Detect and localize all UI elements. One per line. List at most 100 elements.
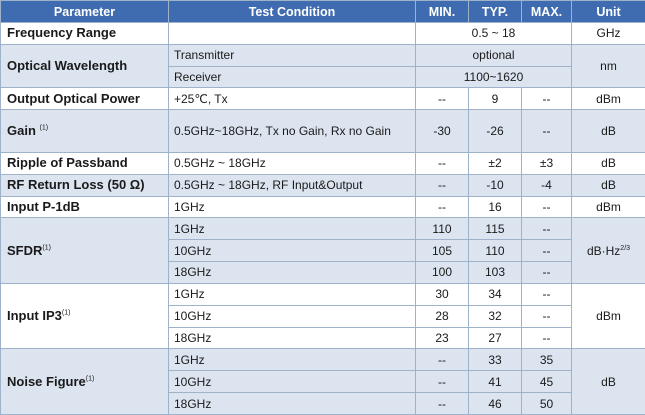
cond-sfdr-18ghz: 18GHz [168,261,416,284]
header-min: MIN. [415,0,469,23]
row-gain: Gain (1) 0.5GHz~18GHz, Tx no Gain, Rx no… [0,109,645,153]
ip3-footnote: (1) [61,309,71,317]
cond-receiver: Receiver [168,65,416,89]
header-row: Parameter Test Condition MIN. TYP. MAX. … [0,0,645,23]
nf-footnote: (1) [85,375,95,383]
unit-ripple: dB [571,151,645,175]
param-sfdr-label: SFDR [7,242,43,258]
max-sfdr-1ghz: -- [521,217,572,241]
unit-output-optical-power: dBm [571,87,645,111]
cond-gain: 0.5GHz~18GHz, Tx no Gain, Rx no Gain [168,109,416,153]
param-noise-figure: Noise Figure(1) [0,348,169,415]
cond-nf-18ghz: 18GHz [168,392,416,415]
header-typ: TYP. [468,0,522,23]
cond-rf-return-loss: 0.5GHz ~ 18GHz, RF Input&Output [168,173,416,197]
min-gain: -30 [415,109,469,153]
unit-input-ip3: dBm [571,282,645,350]
max-nf-18ghz: 50 [521,392,572,415]
param-gain: Gain (1) [0,109,169,153]
unit-input-p1db: dBm [571,195,645,219]
unit-sfdr-exponent: 2/3 [620,244,631,252]
min-sfdr-18ghz: 100 [415,261,469,284]
max-sfdr-18ghz: -- [521,261,572,284]
min-rf-return-loss: -- [415,173,469,197]
max-gain: -- [521,109,572,153]
max-sfdr-10ghz: -- [521,239,572,263]
min-nf-10ghz: -- [415,370,469,394]
max-ip3-10ghz: -- [521,304,572,328]
row-ip3-1ghz: Input IP3(1) 1GHz 30 34 -- dBm [0,282,645,350]
param-ripple: Ripple of Passband [0,151,169,175]
unit-rf-return-loss: dB [571,173,645,197]
unit-frequency-range: GHz [571,22,645,45]
param-gain-label: Gain [7,123,36,139]
unit-noise-figure: dB [571,348,645,415]
unit-sfdr: dB·Hz2/3 [571,217,645,284]
max-ip3-1ghz: -- [521,282,572,306]
row-sfdr-18ghz: 18GHz 100 103 -- [1,261,645,284]
row-frequency-range: Frequency Range 0.5 ~ 18 GHz [0,22,645,45]
param-input-p1db: Input P-1dB [0,195,169,219]
param-frequency-range: Frequency Range [0,22,169,45]
row-nf-18ghz: 18GHz -- 46 50 [1,392,645,415]
row-nf-1ghz: Noise Figure(1) 1GHz -- 33 35 dB [0,348,645,415]
max-ip3-18ghz: -- [521,326,572,350]
cond-input-p1db: 1GHz [168,195,416,219]
typ-sfdr-10ghz: 110 [468,239,522,263]
typ-nf-18ghz: 46 [468,392,522,415]
header-max: MAX. [521,0,572,23]
param-rf-return-loss: RF Return Loss (50 Ω) [0,173,169,197]
max-input-p1db: -- [521,195,572,219]
max-output-optical-power: -- [521,87,572,111]
max-nf-10ghz: 45 [521,370,572,394]
row-rf-return-loss: RF Return Loss (50 Ω) 0.5GHz ~ 18GHz, RF… [0,173,645,197]
param-noise-figure-label: Noise Figure [7,373,86,389]
typ-nf-10ghz: 41 [468,370,522,394]
typ-ip3-1ghz: 34 [468,282,522,306]
header-condition: Test Condition [168,0,416,23]
param-sfdr: SFDR(1) [0,217,169,284]
min-sfdr-1ghz: 110 [415,217,469,241]
row-input-p1db: Input P-1dB 1GHz -- 16 -- dBm [0,195,645,219]
header-unit: Unit [571,0,645,23]
min-input-p1db: -- [415,195,469,219]
header-parameter: Parameter [0,0,169,23]
row-sfdr-10ghz: 10GHz 105 110 -- [1,239,645,263]
unit-optical-wavelength: nm [571,43,645,89]
cond-ip3-1ghz: 1GHz [168,282,416,306]
row-optical-wavelength-tx: Optical Wavelength Transmitter optional … [0,43,645,89]
cond-nf-1ghz: 1GHz [168,348,416,372]
min-ip3-10ghz: 28 [415,304,469,328]
row-optical-wavelength-rx: Receiver 1100~1620 [1,65,645,89]
max-ripple: ±3 [521,151,572,175]
param-optical-wavelength: Optical Wavelength [0,43,169,89]
row-ip3-10ghz: 10GHz 28 32 -- [1,304,645,328]
param-input-ip3-label: Input IP3 [7,308,62,324]
max-rf-return-loss: -4 [521,173,572,197]
typ-nf-1ghz: 33 [468,348,522,372]
param-input-ip3: Input IP3(1) [0,282,169,350]
cond-ip3-18ghz: 18GHz [168,326,416,350]
typ-output-optical-power: 9 [468,87,522,111]
cond-nf-10ghz: 10GHz [168,370,416,394]
typ-gain: -26 [468,109,522,153]
typ-rf-return-loss: -10 [468,173,522,197]
unit-gain: dB [571,109,645,153]
param-output-optical-power: Output Optical Power [0,87,169,111]
row-nf-10ghz: 10GHz -- 41 45 [1,370,645,394]
typ-ip3-18ghz: 27 [468,326,522,350]
min-sfdr-10ghz: 105 [415,239,469,263]
cond-output-optical-power: +25℃, Tx [168,87,416,111]
cond-sfdr-1ghz: 1GHz [168,217,416,241]
sfdr-footnote: (1) [42,244,51,252]
typ-sfdr-18ghz: 103 [468,261,522,284]
typ-input-p1db: 16 [468,195,522,219]
cond-frequency-range [168,22,416,45]
gain-footnote: (1) [39,124,49,132]
min-ip3-18ghz: 23 [415,326,469,350]
min-output-optical-power: -- [415,87,469,111]
typ-ripple: ±2 [468,151,522,175]
value-receiver: 1100~1620 [415,65,572,89]
typ-ip3-10ghz: 32 [468,304,522,328]
